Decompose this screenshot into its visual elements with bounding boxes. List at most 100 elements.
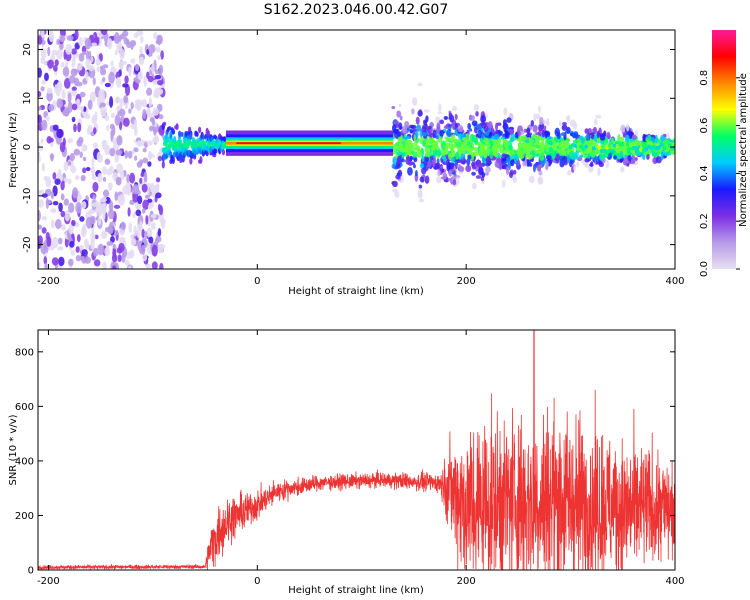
spectrogram-cell <box>135 63 140 72</box>
spectrogram-cell <box>475 133 479 138</box>
spectrogram-cell <box>109 96 114 108</box>
spectrogram-cell <box>452 138 459 144</box>
spectrogram-cell <box>602 148 607 154</box>
spectrogram-cell <box>104 114 110 122</box>
spectrogram-cell <box>130 101 134 110</box>
spectrogram-cell <box>201 135 206 140</box>
spectrogram-cell <box>620 166 625 173</box>
y-tick-label: 800 <box>15 347 34 358</box>
spectrogram-cell <box>391 105 396 110</box>
spectrogram-cell <box>115 149 123 156</box>
spectrogram-cell <box>436 122 441 130</box>
spectrogram-cell <box>116 135 123 146</box>
spectrogram-cell <box>567 114 571 123</box>
spectrogram-cell <box>102 77 106 82</box>
spectrogram-cell <box>52 201 59 206</box>
spectrogram-cell <box>528 137 534 146</box>
spectrogram-cell <box>469 115 475 121</box>
spectrogram-cell <box>398 122 403 130</box>
spectrogram-cell <box>155 46 161 53</box>
spectrogram-cell <box>596 130 600 139</box>
spectrogram-cell <box>487 121 493 130</box>
spectrogram-cell <box>448 112 453 118</box>
spectrogram-cell <box>38 209 41 222</box>
spectrogram-cell <box>122 83 129 88</box>
spectrogram-cell <box>402 125 407 134</box>
spectrogram-cell <box>558 121 563 127</box>
spectrogram-cell <box>71 86 77 91</box>
spectrogram-cell <box>171 129 175 135</box>
spectrogram-cell <box>58 202 63 212</box>
spectrogram-cell <box>83 106 87 112</box>
y-tick-label: 600 <box>15 402 34 413</box>
spectrogram-cell <box>69 153 75 162</box>
spectrogram-cell <box>440 165 444 169</box>
spectrogram-cell <box>396 110 402 118</box>
spectrogram-cell <box>398 142 404 150</box>
spectrogram-cell <box>394 143 398 147</box>
y-tick-label: 200 <box>15 511 34 522</box>
spectrogram-cell <box>157 79 164 86</box>
spectrogram-cell <box>494 151 498 158</box>
spectrogram-cell <box>504 129 509 138</box>
spectrogram-cell <box>454 174 461 179</box>
spectrogram-cell <box>140 172 145 177</box>
spectrogram-cell <box>505 126 509 132</box>
spectrogram-cell <box>526 127 531 135</box>
spectrogram-cell <box>74 42 80 50</box>
spectrogram-cell <box>119 33 125 40</box>
spectrogram-cell <box>127 150 133 159</box>
spectrogram-cell <box>53 64 58 72</box>
spectrogram-cell <box>630 155 636 164</box>
spectrogram-cell <box>605 159 610 169</box>
spectrogram-cell <box>104 226 112 233</box>
spectrogram-cell <box>160 50 164 60</box>
spectrogram-cell <box>593 134 598 143</box>
spectrogram-cell <box>74 30 79 40</box>
spectrogram-cell <box>617 153 622 160</box>
spectrogram-cell <box>79 216 85 222</box>
y-tick-label: 400 <box>15 456 34 467</box>
colorbar-tick-label: 0.6 <box>699 118 710 134</box>
spectrogram-cell <box>102 166 107 175</box>
spectrogram-cell <box>566 149 570 155</box>
spectrogram-cell <box>94 111 98 123</box>
spectrogram-cell <box>206 130 211 137</box>
spectrogram-cell <box>189 157 193 165</box>
spectrogram-cell <box>631 134 637 140</box>
spectrogram-cell <box>38 106 42 111</box>
spectrogram-cell <box>134 155 138 161</box>
spectrogram-cell <box>60 193 65 201</box>
spectrogram-cell <box>580 139 585 144</box>
spectrogram-cell <box>117 110 123 116</box>
spectrogram-cell <box>170 138 174 144</box>
x-tick-label: 400 <box>665 576 684 587</box>
spectrogram-cell <box>85 58 91 69</box>
spectrogram-cell <box>127 207 131 217</box>
spectrogram-cell <box>555 153 561 162</box>
spectrogram-cell <box>114 97 121 104</box>
spectrogram-cell <box>407 141 413 148</box>
spectrogram-cell <box>115 176 122 186</box>
spectrogram-cell <box>85 71 89 82</box>
spectrogram-cell <box>68 202 75 214</box>
spectrogram-cell <box>406 127 410 131</box>
spectrogram-cell <box>509 137 515 142</box>
spectrogram-cell <box>597 145 602 151</box>
spectrogram-cell <box>437 152 442 157</box>
spectrogram-cell <box>50 153 54 162</box>
spectrogram-cell <box>454 113 458 120</box>
spectrogram-cell <box>104 145 111 156</box>
spectrogram-cell <box>145 214 149 225</box>
spectrogram-cell <box>143 75 147 88</box>
spectrogram-cell <box>153 135 159 143</box>
spectrogram-cell <box>128 108 132 114</box>
spectrogram-cell <box>117 254 122 262</box>
spectrogram-cell <box>484 172 489 176</box>
spectrogram-cell <box>141 208 146 214</box>
spectrogram-cell <box>481 171 486 178</box>
spectrogram-cell <box>67 138 73 144</box>
spectrogram-cell <box>119 171 125 181</box>
spectrogram-cell <box>57 237 63 245</box>
spectrogram-cell <box>432 141 439 146</box>
